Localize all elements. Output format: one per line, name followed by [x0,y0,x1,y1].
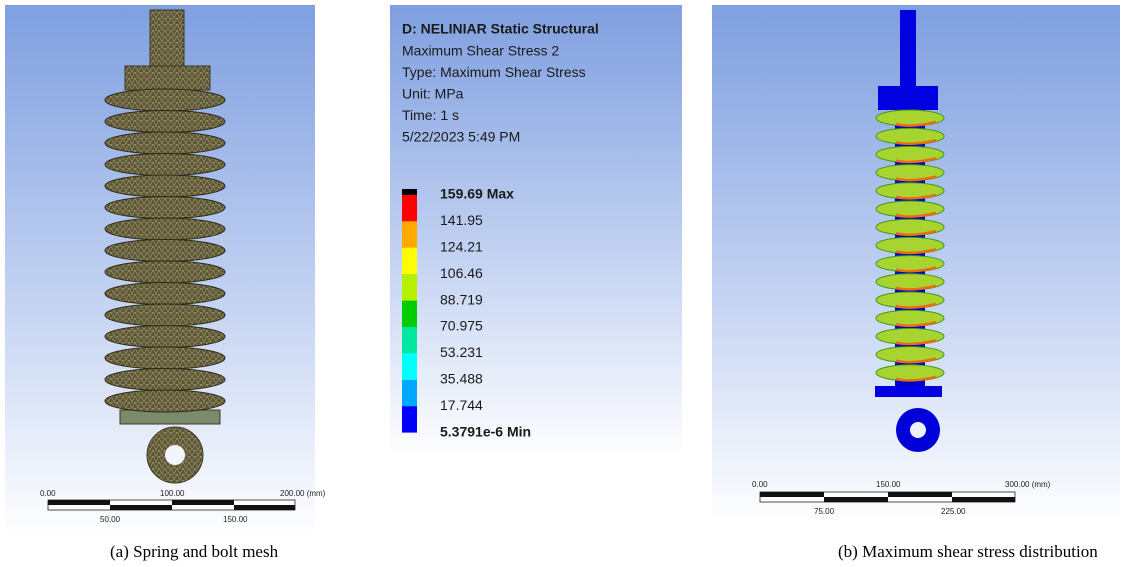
scale-label: 0.00 [752,480,768,489]
scale-label: 200.00 (mm) [280,489,326,498]
bottom-plate [875,386,942,397]
legend-color [402,406,417,432]
legend-level: 141.95 [440,212,483,228]
scale-bar-segment [234,505,295,510]
coil [105,369,225,391]
coil [105,175,225,197]
legend-level: 53.231 [440,344,483,360]
legend-level: 17.744 [440,397,483,413]
legend-level: 5.3791e-6 Min [440,423,531,439]
eye-hole [910,422,926,438]
scale-bar-segment [952,497,1015,502]
scale-label: 150.00 [876,480,901,489]
coil [105,283,225,305]
legend-line: Time: 1 s [402,107,459,123]
coil [105,154,225,176]
caption: (a) Spring and bolt mesh [110,542,279,561]
legend-level: 70.975 [440,318,483,334]
scale-label: 50.00 [100,515,121,524]
legend-line: 5/22/2023 5:49 PM [402,129,520,145]
legend-title: D: NELINIAR Static Structural [402,21,599,37]
bolt-rod [900,10,916,90]
legend-color [402,327,417,353]
legend-color [402,195,417,221]
scale-label: 225.00 [941,507,966,516]
nut [878,86,938,110]
legend-level: 124.21 [440,239,483,255]
coil [105,326,225,348]
legend-level: 35.488 [440,371,483,387]
coil [105,240,225,262]
coil [105,347,225,369]
scale-label: 0.00 [40,489,56,498]
legend-level: 88.719 [440,291,483,307]
legend-line: Unit: MPa [402,86,464,102]
coil [105,89,225,111]
eye-hole [165,445,185,465]
scale-label: 150.00 [223,515,248,524]
legend-line: Type: Maximum Shear Stress [402,64,586,80]
legend-color [402,380,417,406]
scale-label: 100.00 [160,489,185,498]
legend-color [402,274,417,300]
legend-level: 106.46 [440,265,483,281]
legend-color [402,353,417,379]
legend-line: Maximum Shear Stress 2 [402,43,559,59]
scale-bar-segment [760,492,824,497]
coil [105,132,225,154]
bolt-rod [150,10,184,68]
legend-color [402,248,417,274]
scale-label: 300.00 (mm) [1005,480,1051,489]
scale-bar-segment [888,492,952,497]
figure: 0.00 100.00 200.00 (mm) 50.00 150.00 (a)… [0,0,1122,567]
scale-bar-segment [48,500,110,505]
coil [105,218,225,240]
coil [105,304,225,326]
scale-label: 75.00 [814,507,835,516]
scale-bar-segment [110,505,172,510]
scale-bar-segment [172,500,234,505]
coil [105,390,225,412]
legend-color [402,221,417,247]
coil [105,197,225,219]
coil [105,261,225,283]
scale-bar-segment [824,497,888,502]
legend-top-cap [402,189,417,195]
caption: (b) Maximum shear stress distribution [838,542,1098,561]
legend-color [402,301,417,327]
legend-level: 159.69 Max [440,186,514,202]
coil [105,111,225,133]
nut [125,66,210,90]
